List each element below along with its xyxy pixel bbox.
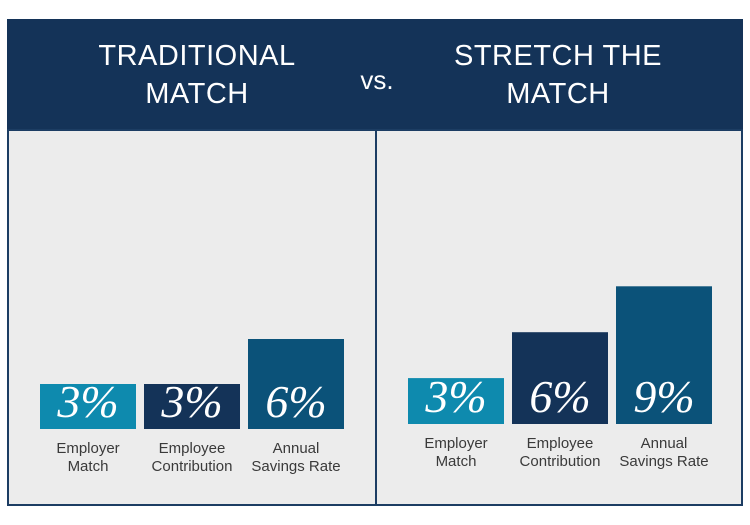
traditional-chart-panel: 3% Employer Match 3% Employee Contribution 6% A… [9, 131, 375, 504]
traditional-category-label-employer-match: Match [68, 458, 109, 475]
traditional-title-line1: TRADITIONAL [98, 40, 296, 72]
traditional-category-label-employee-contribution: Contribution [152, 458, 233, 475]
stretch-data-label-annual-savings-rate: 9% [633, 371, 694, 422]
stretch-category-label-employer-match: Match [436, 453, 477, 470]
traditional-bar-annual-savings-rate [248, 339, 344, 429]
stretch-category-label-employee-contribution: Employee [527, 435, 594, 452]
infographic-frame: TRADITIONAL MATCH vs. STRETCH THE MATCH … [7, 19, 743, 506]
stretch-category-label-employer-match: Employer [424, 435, 487, 452]
traditional-category-label-employer-match: Employer [56, 440, 119, 457]
stretch-data-label-employer-match: 3% [424, 371, 486, 422]
traditional-category-label-employee-contribution: Employee [159, 440, 226, 457]
stretch-match-title: STRETCH THE MATCH [393, 37, 723, 113]
stretch-data-label-employee-contribution: 6% [529, 371, 590, 422]
versus-label: vs. [360, 65, 394, 95]
traditional-data-label-employer-match: 3% [56, 376, 118, 427]
stretch-bar-employee-contribution [512, 332, 608, 424]
traditional-data-label-annual-savings-rate: 6% [265, 376, 326, 427]
traditional-title-line2: MATCH [145, 78, 249, 110]
stretch-chart-panel: 3% Employer Match 6% Employee Contribution 9% A… [377, 131, 741, 504]
traditional-data-label-employee-contribution: 3% [160, 376, 222, 427]
stretch-bar-employer-match [408, 378, 504, 424]
traditional-category-label-annual-savings-rate: Savings Rate [251, 458, 340, 475]
stretch-title-line1: STRETCH THE [454, 40, 662, 72]
traditional-match-title: TRADITIONAL MATCH [37, 37, 357, 113]
stretch-category-label-annual-savings-rate: Savings Rate [619, 453, 708, 470]
traditional-category-label-annual-savings-rate: Annual [273, 440, 320, 457]
stretch-title-line2: MATCH [506, 78, 610, 110]
header-bar: TRADITIONAL MATCH vs. STRETCH THE MATCH [7, 19, 743, 129]
stretch-category-label-annual-savings-rate: Annual [641, 435, 688, 452]
stretch-bar-annual-savings-rate [616, 286, 712, 424]
traditional-bar-employer-match [40, 384, 136, 429]
stretch-category-label-employee-contribution: Contribution [520, 453, 601, 470]
traditional-bar-employee-contribution [144, 384, 240, 429]
